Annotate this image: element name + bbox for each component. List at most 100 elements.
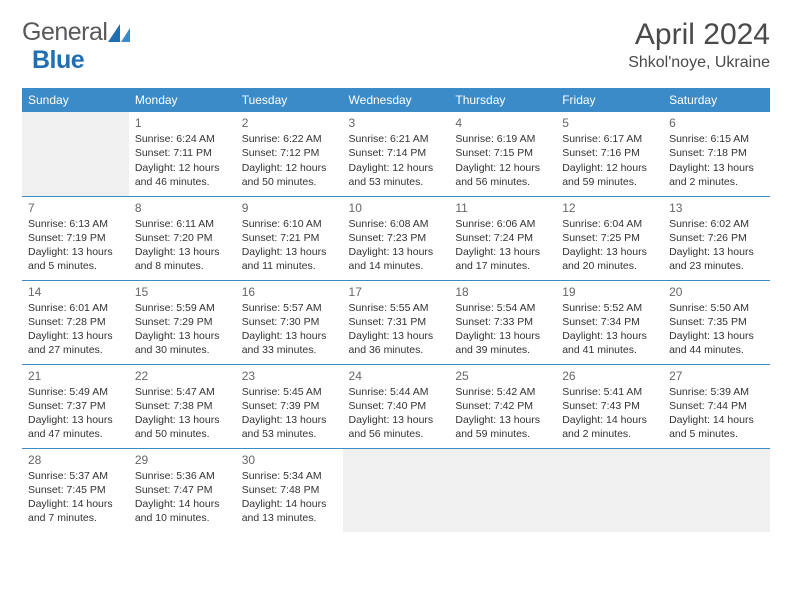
day-sunset: Sunset: 7:21 PM	[242, 231, 337, 245]
day-day1: Daylight: 13 hours	[669, 329, 764, 343]
day-day2: and 50 minutes.	[135, 427, 230, 441]
calendar-day-cell: 18Sunrise: 5:54 AMSunset: 7:33 PMDayligh…	[449, 280, 556, 364]
month-title: April 2024	[628, 18, 770, 52]
day-number: 26	[562, 368, 657, 384]
day-day1: Daylight: 13 hours	[349, 245, 444, 259]
day-day1: Daylight: 13 hours	[349, 329, 444, 343]
day-sunrise: Sunrise: 5:50 AM	[669, 301, 764, 315]
day-number: 25	[455, 368, 550, 384]
day-number: 14	[28, 284, 123, 300]
day-sunrise: Sunrise: 5:42 AM	[455, 385, 550, 399]
weekday-header: Sunday	[22, 88, 129, 112]
weekday-header: Friday	[556, 88, 663, 112]
calendar-day-cell: 13Sunrise: 6:02 AMSunset: 7:26 PMDayligh…	[663, 196, 770, 280]
day-sunset: Sunset: 7:45 PM	[28, 483, 123, 497]
calendar-day-cell: 16Sunrise: 5:57 AMSunset: 7:30 PMDayligh…	[236, 280, 343, 364]
day-sunset: Sunset: 7:12 PM	[242, 146, 337, 160]
day-day2: and 20 minutes.	[562, 259, 657, 273]
day-sunset: Sunset: 7:20 PM	[135, 231, 230, 245]
day-sunrise: Sunrise: 6:02 AM	[669, 217, 764, 231]
day-sunset: Sunset: 7:44 PM	[669, 399, 764, 413]
day-day2: and 5 minutes.	[28, 259, 123, 273]
day-sunset: Sunset: 7:39 PM	[242, 399, 337, 413]
day-day1: Daylight: 13 hours	[135, 245, 230, 259]
day-sunset: Sunset: 7:40 PM	[349, 399, 444, 413]
day-day1: Daylight: 12 hours	[135, 161, 230, 175]
day-day2: and 27 minutes.	[28, 343, 123, 357]
calendar-empty-cell	[556, 448, 663, 532]
calendar-day-cell: 2Sunrise: 6:22 AMSunset: 7:12 PMDaylight…	[236, 112, 343, 196]
day-number: 17	[349, 284, 444, 300]
day-sunset: Sunset: 7:24 PM	[455, 231, 550, 245]
day-sunset: Sunset: 7:15 PM	[455, 146, 550, 160]
day-number: 20	[669, 284, 764, 300]
day-day2: and 2 minutes.	[669, 175, 764, 189]
day-sunset: Sunset: 7:47 PM	[135, 483, 230, 497]
day-day2: and 47 minutes.	[28, 427, 123, 441]
day-sunset: Sunset: 7:38 PM	[135, 399, 230, 413]
day-number: 1	[135, 115, 230, 131]
calendar-head: SundayMondayTuesdayWednesdayThursdayFrid…	[22, 88, 770, 112]
day-number: 28	[28, 452, 123, 468]
day-sunrise: Sunrise: 5:45 AM	[242, 385, 337, 399]
calendar-empty-cell	[22, 112, 129, 196]
day-number: 7	[28, 200, 123, 216]
day-sunset: Sunset: 7:48 PM	[242, 483, 337, 497]
day-sunrise: Sunrise: 5:54 AM	[455, 301, 550, 315]
day-sunrise: Sunrise: 6:10 AM	[242, 217, 337, 231]
calendar-week-row: 7Sunrise: 6:13 AMSunset: 7:19 PMDaylight…	[22, 196, 770, 280]
day-number: 21	[28, 368, 123, 384]
day-sunset: Sunset: 7:25 PM	[562, 231, 657, 245]
day-sunrise: Sunrise: 5:59 AM	[135, 301, 230, 315]
day-day2: and 53 minutes.	[242, 427, 337, 441]
day-sunrise: Sunrise: 5:49 AM	[28, 385, 123, 399]
day-sunrise: Sunrise: 5:39 AM	[669, 385, 764, 399]
day-day2: and 13 minutes.	[242, 511, 337, 525]
day-day1: Daylight: 13 hours	[28, 245, 123, 259]
day-number: 9	[242, 200, 337, 216]
calendar-empty-cell	[663, 448, 770, 532]
day-sunrise: Sunrise: 6:01 AM	[28, 301, 123, 315]
day-number: 16	[242, 284, 337, 300]
day-day1: Daylight: 13 hours	[28, 413, 123, 427]
calendar-empty-cell	[449, 448, 556, 532]
day-number: 22	[135, 368, 230, 384]
day-sunrise: Sunrise: 5:47 AM	[135, 385, 230, 399]
day-number: 12	[562, 200, 657, 216]
day-number: 13	[669, 200, 764, 216]
day-day2: and 5 minutes.	[669, 427, 764, 441]
day-sunrise: Sunrise: 6:15 AM	[669, 132, 764, 146]
calendar-day-cell: 25Sunrise: 5:42 AMSunset: 7:42 PMDayligh…	[449, 364, 556, 448]
logo-sail-icon	[108, 24, 132, 42]
day-day1: Daylight: 13 hours	[562, 329, 657, 343]
day-sunset: Sunset: 7:26 PM	[669, 231, 764, 245]
day-number: 23	[242, 368, 337, 384]
day-sunset: Sunset: 7:23 PM	[349, 231, 444, 245]
day-day1: Daylight: 13 hours	[242, 245, 337, 259]
day-number: 4	[455, 115, 550, 131]
day-day2: and 41 minutes.	[562, 343, 657, 357]
day-sunrise: Sunrise: 6:06 AM	[455, 217, 550, 231]
day-sunset: Sunset: 7:35 PM	[669, 315, 764, 329]
day-sunset: Sunset: 7:37 PM	[28, 399, 123, 413]
calendar-day-cell: 26Sunrise: 5:41 AMSunset: 7:43 PMDayligh…	[556, 364, 663, 448]
calendar-week-row: 14Sunrise: 6:01 AMSunset: 7:28 PMDayligh…	[22, 280, 770, 364]
weekday-header: Thursday	[449, 88, 556, 112]
day-day2: and 53 minutes.	[349, 175, 444, 189]
day-day1: Daylight: 13 hours	[135, 329, 230, 343]
calendar-day-cell: 11Sunrise: 6:06 AMSunset: 7:24 PMDayligh…	[449, 196, 556, 280]
day-number: 3	[349, 115, 444, 131]
calendar-day-cell: 3Sunrise: 6:21 AMSunset: 7:14 PMDaylight…	[343, 112, 450, 196]
day-day1: Daylight: 13 hours	[135, 413, 230, 427]
day-sunrise: Sunrise: 5:44 AM	[349, 385, 444, 399]
day-sunrise: Sunrise: 6:13 AM	[28, 217, 123, 231]
weekday-header: Monday	[129, 88, 236, 112]
logo-word-blue: Blue	[32, 46, 84, 74]
calendar-day-cell: 1Sunrise: 6:24 AMSunset: 7:11 PMDaylight…	[129, 112, 236, 196]
day-day1: Daylight: 13 hours	[455, 413, 550, 427]
day-day2: and 56 minutes.	[455, 175, 550, 189]
day-day2: and 10 minutes.	[135, 511, 230, 525]
day-day1: Daylight: 12 hours	[242, 161, 337, 175]
day-day1: Daylight: 14 hours	[28, 497, 123, 511]
day-number: 18	[455, 284, 550, 300]
